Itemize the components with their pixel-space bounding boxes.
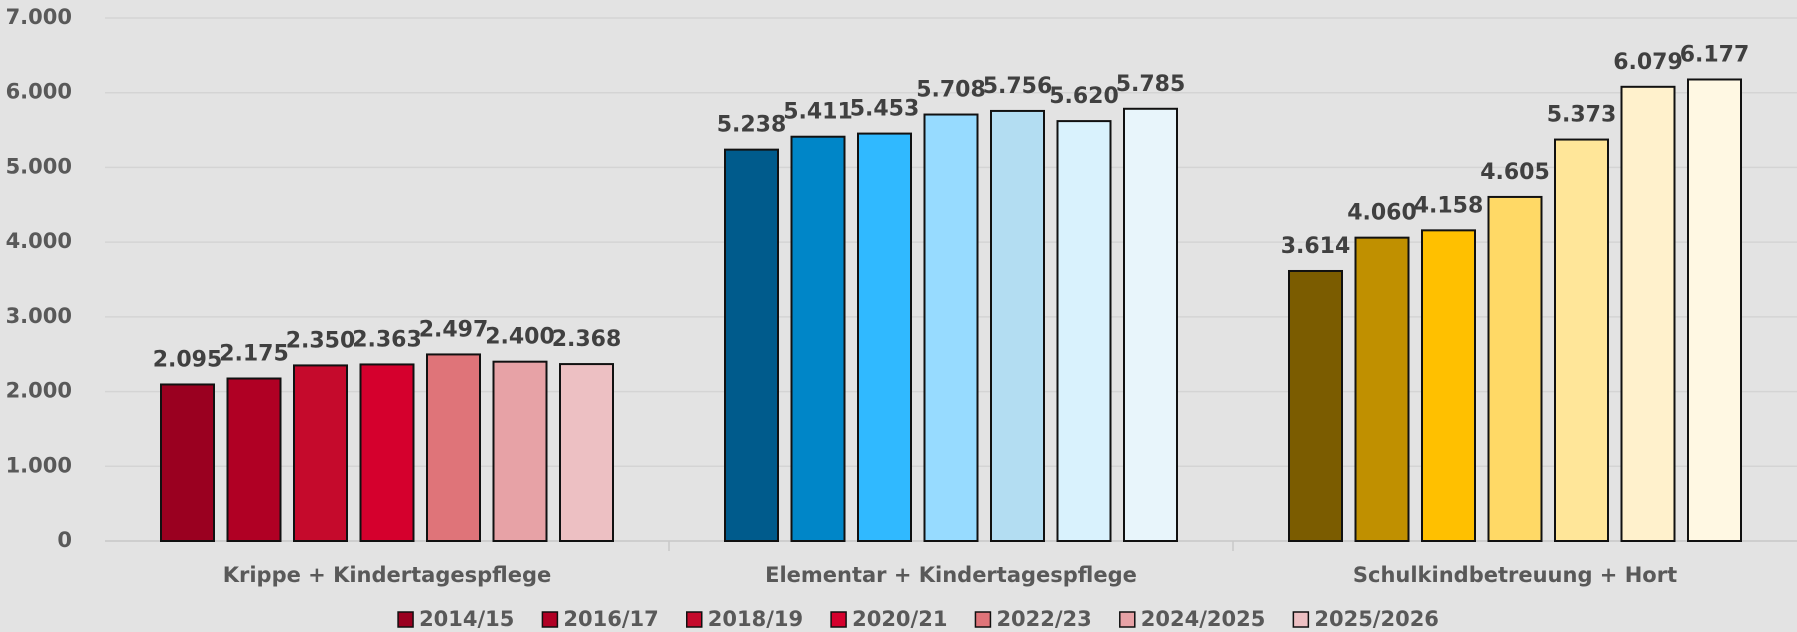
x-tick-label: Krippe + Kindertagespflege [223, 563, 552, 587]
data-label: 5.453 [850, 97, 920, 122]
bar [1620, 85, 1676, 542]
legend-label: 2016/17 [563, 607, 658, 631]
legend-label: 2020/21 [852, 607, 947, 631]
bar [990, 109, 1045, 542]
legend-swatch [1292, 611, 1310, 628]
y-tick-label: 2.000 [6, 379, 72, 403]
data-label: 5.373 [1547, 103, 1617, 128]
legend-swatch [1119, 611, 1136, 628]
y-tick-label: 3.000 [6, 304, 72, 328]
data-label: 2.368 [552, 327, 622, 352]
bar [492, 360, 548, 542]
data-label: 5.708 [916, 78, 986, 103]
data-label: 2.363 [352, 327, 422, 352]
bar [1687, 78, 1742, 542]
y-tick-label: 5.000 [6, 154, 72, 178]
data-label: 2.350 [286, 328, 356, 353]
legend-label: 2018/19 [708, 607, 803, 631]
data-label: 6.079 [1613, 50, 1683, 75]
bar [1288, 269, 1343, 542]
bar [1056, 120, 1112, 542]
y-tick-label: 1.000 [6, 453, 72, 477]
bar [1421, 229, 1476, 542]
data-label: 5.756 [983, 74, 1053, 99]
legend-swatch [830, 611, 847, 628]
legend-label: 2024/2025 [1141, 607, 1266, 631]
data-label: 2.095 [153, 347, 223, 372]
bar [1554, 138, 1609, 542]
y-tick-label: 0 [57, 528, 72, 552]
data-label: 4.605 [1480, 160, 1550, 185]
legend-label: 2014/15 [419, 607, 514, 631]
legend-label: 2025/2026 [1314, 607, 1439, 631]
data-label: 4.158 [1414, 193, 1484, 218]
bar [160, 383, 215, 542]
legend-swatch [974, 611, 992, 628]
bar [1354, 236, 1410, 542]
legend-swatch [397, 611, 414, 628]
legend-swatch [686, 611, 703, 628]
data-label: 5.238 [717, 113, 787, 138]
bar [857, 132, 912, 542]
data-label: 5.620 [1049, 84, 1119, 109]
data-label: 2.497 [419, 317, 489, 342]
data-label: 6.177 [1680, 42, 1750, 67]
y-tick-label: 6.000 [6, 80, 72, 104]
data-label: 5.785 [1116, 72, 1186, 97]
legend-swatch [541, 611, 559, 628]
x-tick-label: Elementar + Kindertagespflege [765, 563, 1137, 587]
bar [724, 148, 779, 542]
data-label: 2.175 [219, 341, 289, 366]
y-tick-label: 7.000 [6, 5, 72, 29]
data-label: 5.411 [783, 100, 853, 125]
bar [1487, 195, 1543, 543]
bar [923, 113, 979, 543]
data-label: 2.400 [485, 325, 555, 350]
bar [426, 353, 481, 542]
bar [790, 135, 846, 542]
bar [1123, 107, 1178, 542]
y-tick-label: 4.000 [6, 229, 72, 253]
bar [559, 363, 614, 542]
bar [293, 364, 348, 542]
data-label: 4.060 [1347, 201, 1417, 226]
bar [226, 377, 282, 542]
legend-label: 2022/23 [996, 607, 1091, 631]
x-tick-label: Schulkindbetreuung + Hort [1353, 563, 1677, 587]
bar [359, 363, 415, 542]
data-label: 3.614 [1281, 234, 1351, 259]
